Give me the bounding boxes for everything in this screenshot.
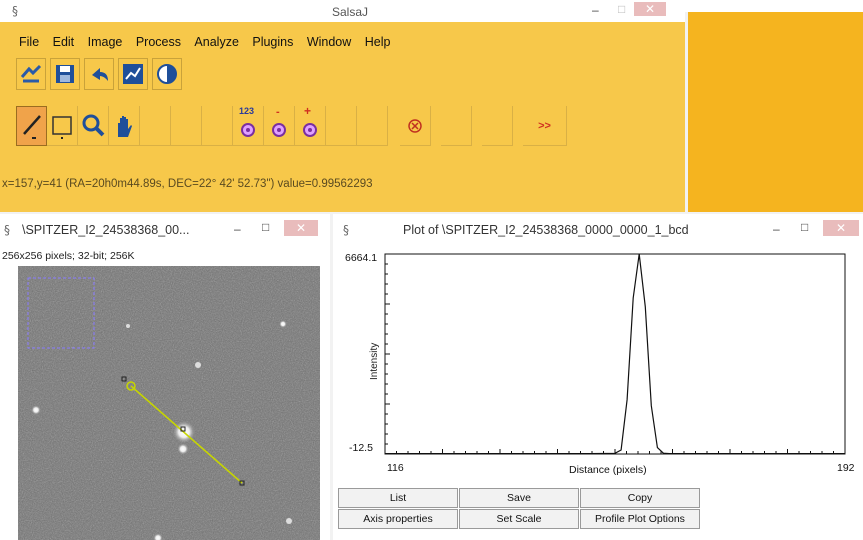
save-disk-icon <box>56 65 74 83</box>
photometry-plus-label: + <box>304 104 312 118</box>
plot-window-title: Plot of \SPITZER_I2_24538368_0000_0000_1… <box>403 223 689 237</box>
plot-frame <box>384 253 846 455</box>
empty-tool-slot <box>441 106 472 146</box>
open-refresh-button[interactable] <box>16 58 46 90</box>
close-button[interactable]: ✕ <box>284 220 318 236</box>
photometry-minus-button[interactable]: - <box>264 106 295 146</box>
menu-plugins[interactable]: Plugins <box>252 35 294 49</box>
graph-icon <box>123 64 143 84</box>
maximize-icon[interactable]: □ <box>618 2 626 16</box>
menu-process[interactable]: Process <box>135 35 181 49</box>
empty-tool-slot <box>482 106 513 146</box>
more-tools-button[interactable]: >> <box>523 106 567 146</box>
empty-tool-slot <box>326 106 357 146</box>
y-tick-max: 6664.1 <box>345 252 378 264</box>
star-field-image <box>18 266 320 540</box>
photometry-plus-icon <box>303 122 317 137</box>
maximize-icon[interactable]: □ <box>801 220 809 234</box>
minimize-icon[interactable]: – <box>234 222 241 236</box>
plot-series-line <box>385 253 845 455</box>
undo-arrow-icon <box>92 68 108 81</box>
empty-tool-slot <box>171 106 202 146</box>
cancel-x-icon <box>408 118 422 133</box>
save-plot-button[interactable]: Save <box>459 488 579 508</box>
photometry-123-icon <box>241 122 255 137</box>
x-tick-max: 192 <box>837 462 855 474</box>
image-window: § \SPITZER_I2_24538368_00... – □ ✕ 256x2… <box>0 214 330 540</box>
minimize-icon[interactable]: – <box>773 222 780 236</box>
more-chevrons-icon: >> <box>538 119 551 132</box>
minimize-icon[interactable]: – <box>592 3 599 17</box>
main-window: § SalsaJ – □ ✕ File Edit Image Process A… <box>0 0 685 212</box>
image-window-title: \SPITZER_I2_24538368_00... <box>22 223 190 237</box>
magnifier-icon <box>82 114 105 136</box>
menu-analyze[interactable]: Analyze <box>194 35 239 49</box>
open-refresh-icon <box>20 64 42 83</box>
background-window-strip <box>685 0 863 12</box>
contrast-circle-icon <box>157 64 177 84</box>
rectangle-tool-icon <box>52 115 72 139</box>
empty-tool-slot <box>357 106 388 146</box>
menu-bar: File Edit Image Process Analyze Plugins … <box>19 33 704 53</box>
x-tick-min: 116 <box>387 462 404 474</box>
line-tool-button[interactable] <box>16 106 47 146</box>
main-window-title: SalsaJ <box>331 5 369 19</box>
photometry-plus-button[interactable]: + <box>295 104 326 146</box>
list-button[interactable]: List <box>338 488 458 508</box>
set-scale-button[interactable]: Set Scale <box>459 509 579 529</box>
menu-edit[interactable]: Edit <box>52 35 75 49</box>
hand-tool-button[interactable] <box>109 106 140 146</box>
cancel-button[interactable] <box>400 106 431 146</box>
photometry-123-label: 123 <box>239 106 255 116</box>
rectangle-tool-button[interactable] <box>47 106 78 146</box>
menu-image[interactable]: Image <box>87 35 123 49</box>
y-tick-min: -12.5 <box>349 442 373 454</box>
menu-help[interactable]: Help <box>364 35 391 49</box>
profile-plot-options-button[interactable]: Profile Plot Options <box>580 509 700 529</box>
menu-file[interactable]: File <box>19 35 40 49</box>
axis-properties-button[interactable]: Axis properties <box>338 509 458 529</box>
maximize-icon[interactable]: □ <box>262 220 270 234</box>
app-logo-icon: § <box>12 4 18 18</box>
x-axis-label: Distance (pixels) <box>569 464 647 476</box>
close-button[interactable]: ✕ <box>823 220 859 236</box>
background-panel <box>688 12 863 212</box>
app-logo-icon: § <box>4 223 10 237</box>
save-button[interactable] <box>50 58 80 90</box>
contrast-button[interactable] <box>152 58 182 90</box>
line-tool-icon <box>22 115 41 139</box>
photometry-minus-icon <box>272 122 286 137</box>
plot-window: § Plot of \SPITZER_I2_24538368_0000_0000… <box>333 214 863 540</box>
image-info: 256x256 pixels; 32-bit; 256K <box>2 250 135 262</box>
empty-tool-slot <box>202 106 233 146</box>
undo-button[interactable] <box>84 58 114 90</box>
menu-window[interactable]: Window <box>306 35 352 49</box>
main-titlebar: § SalsaJ – □ ✕ <box>0 0 685 22</box>
photometry-123-button[interactable]: 123 <box>233 106 264 146</box>
zoom-tool-button[interactable] <box>78 106 109 146</box>
status-bar: x=157,y=41 (RA=20h0m44.89s, DEC=22° 42' … <box>2 178 373 190</box>
y-axis-label: Intensity <box>369 342 380 380</box>
hand-icon <box>118 115 132 137</box>
image-canvas[interactable] <box>18 266 320 540</box>
graph-button[interactable] <box>118 58 148 90</box>
app-logo-icon: § <box>343 223 349 237</box>
copy-button[interactable]: Copy <box>580 488 700 508</box>
empty-tool-slot <box>140 106 171 146</box>
photometry-minus-label: - <box>276 106 280 118</box>
close-button[interactable]: ✕ <box>634 2 666 16</box>
profile-plot <box>384 253 846 455</box>
